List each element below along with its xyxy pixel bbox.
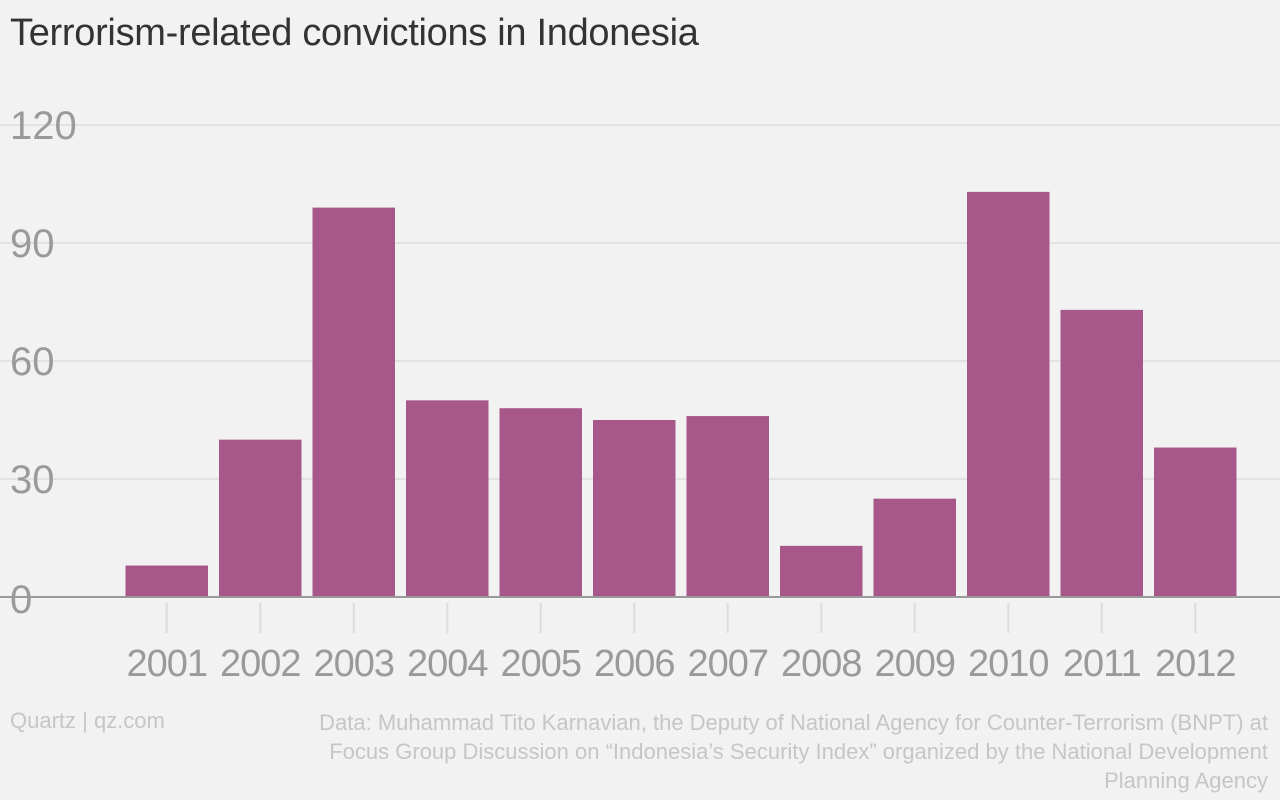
x-tick-label: 2003	[313, 643, 394, 685]
x-tick-label: 2012	[1155, 643, 1236, 685]
x-tick-label: 2002	[220, 643, 301, 685]
y-tick-label: 0	[10, 578, 32, 622]
chart-title: Terrorism-related convictions in Indones…	[10, 12, 699, 54]
x-tick-label: 2007	[687, 643, 768, 685]
y-tick-label: 120	[10, 104, 77, 148]
bar-2009	[873, 498, 956, 597]
footer-credit: Quartz | qz.com	[10, 708, 165, 733]
bar-2012	[1154, 447, 1237, 597]
bar-2007	[686, 416, 769, 597]
x-tick-label: 2006	[594, 643, 675, 685]
x-tick-label: 2010	[968, 643, 1049, 685]
bar-2005	[499, 408, 582, 597]
bar-2001	[125, 565, 208, 597]
x-axis-ticks: 2001 2002 2003 2004 2005 2006 2007 2008 2009 2010…	[126, 603, 1237, 685]
x-tick-label: 2008	[781, 643, 862, 685]
y-tick-label: 30	[10, 458, 55, 502]
x-tick-label: 2001	[126, 643, 207, 685]
x-tick-label: 2005	[500, 643, 581, 685]
y-tick-label: 60	[10, 340, 55, 384]
bar-2006	[593, 420, 676, 597]
bars	[125, 191, 1237, 597]
y-axis-ticks: 0 30 60 90 120	[10, 104, 77, 622]
bar-2008	[780, 545, 863, 597]
bar-2011	[1060, 309, 1143, 597]
x-tick-label: 2011	[1063, 643, 1141, 685]
y-tick-label: 90	[10, 222, 55, 266]
bar-2004	[406, 400, 489, 597]
bar-2003	[312, 207, 395, 597]
x-tick-label: 2009	[874, 643, 955, 685]
bar-2010	[967, 191, 1050, 597]
x-tick-label: 2004	[407, 643, 488, 685]
bar-2002	[219, 439, 302, 597]
footer-source: Data: Muhammad Tito Karnavian, the Deput…	[319, 710, 1268, 793]
